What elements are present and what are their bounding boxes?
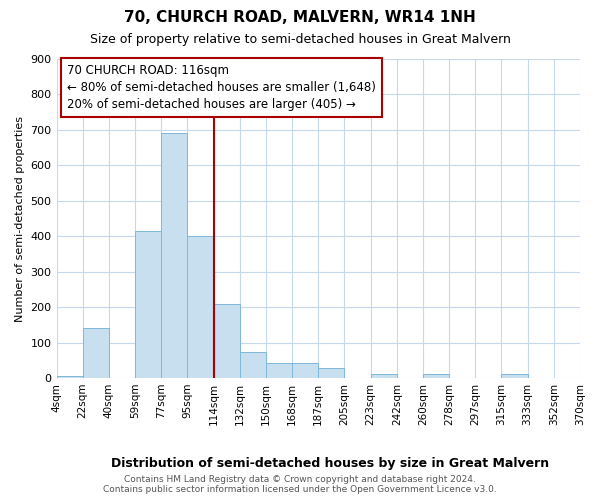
- Bar: [83, 328, 109, 378]
- Bar: [135, 231, 161, 378]
- Bar: [214, 304, 240, 378]
- Text: Contains HM Land Registry data © Crown copyright and database right 2024.
Contai: Contains HM Land Registry data © Crown c…: [103, 474, 497, 494]
- Text: 70, CHURCH ROAD, MALVERN, WR14 1NH: 70, CHURCH ROAD, MALVERN, WR14 1NH: [124, 10, 476, 25]
- Bar: [318, 368, 344, 378]
- Bar: [161, 134, 187, 378]
- Y-axis label: Number of semi-detached properties: Number of semi-detached properties: [15, 116, 25, 322]
- Bar: [371, 374, 397, 378]
- Bar: [266, 363, 292, 378]
- Text: Distribution of semi-detached houses by size in Great Malvern: Distribution of semi-detached houses by …: [111, 458, 549, 470]
- Bar: [240, 352, 266, 378]
- Bar: [502, 374, 527, 378]
- Bar: [423, 374, 449, 378]
- Bar: [56, 376, 83, 378]
- Text: 70 CHURCH ROAD: 116sqm
← 80% of semi-detached houses are smaller (1,648)
20% of : 70 CHURCH ROAD: 116sqm ← 80% of semi-det…: [67, 64, 376, 111]
- Bar: [292, 363, 318, 378]
- Text: Size of property relative to semi-detached houses in Great Malvern: Size of property relative to semi-detach…: [89, 32, 511, 46]
- Bar: [187, 236, 214, 378]
